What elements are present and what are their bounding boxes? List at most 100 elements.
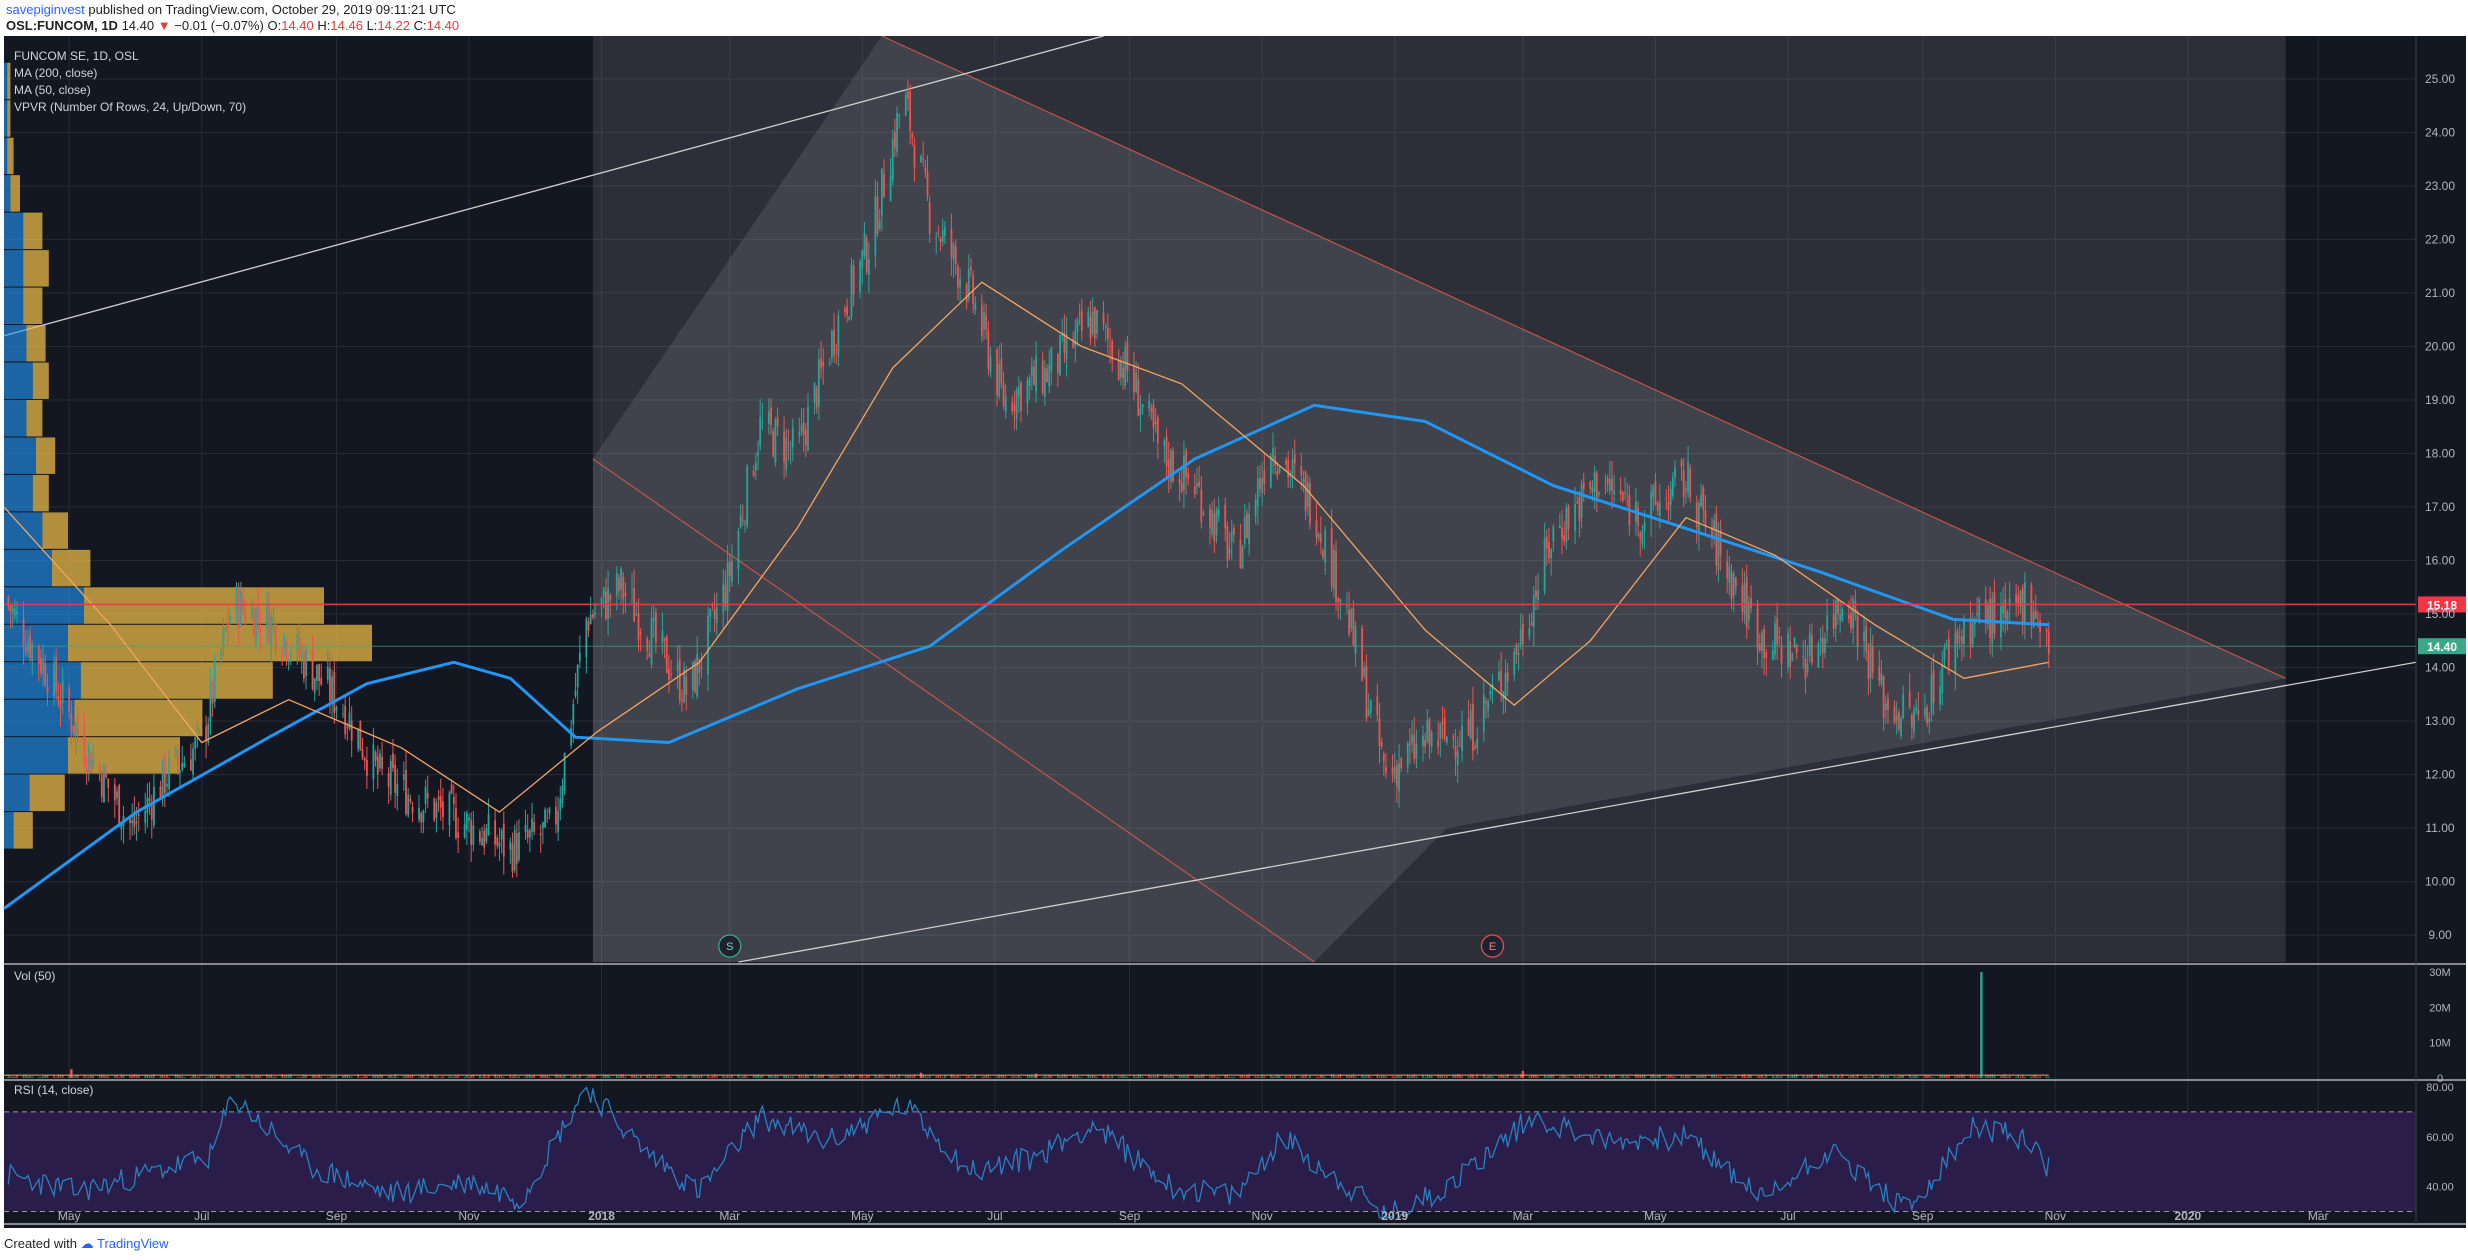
volume-bar <box>11 1076 14 1078</box>
author-link[interactable]: savepiginvest <box>6 2 85 17</box>
volume-bar <box>1548 1075 1550 1078</box>
vpvr-up-bar <box>4 549 52 587</box>
candle-body <box>1561 527 1563 539</box>
candle-body <box>922 158 925 160</box>
candle-body <box>576 664 579 688</box>
candle-body <box>472 825 475 845</box>
candle-body <box>1046 368 1048 383</box>
candle-body <box>1011 401 1014 412</box>
candle-body <box>320 677 323 685</box>
volume-bar <box>1111 1075 1114 1078</box>
volume-bar <box>411 1074 414 1078</box>
volume-bar <box>1243 1076 1246 1078</box>
tradingview-link[interactable]: TradingView <box>97 1236 169 1251</box>
volume-bar <box>1391 1076 1394 1078</box>
candle-body <box>533 822 536 832</box>
candle-body <box>407 794 410 816</box>
volume-bar <box>1289 1075 1292 1078</box>
candle-body <box>541 822 544 829</box>
candle-body <box>1278 467 1281 473</box>
volume-bar <box>1078 1076 1081 1078</box>
candle-body <box>235 586 238 619</box>
candle-body <box>1096 310 1098 334</box>
candle-body <box>300 651 303 658</box>
candle-body <box>1319 533 1322 543</box>
candle-body <box>424 787 427 804</box>
vpvr-up-bar <box>4 100 8 137</box>
volume-bar <box>1911 1076 1913 1078</box>
volume-bar <box>68 1074 70 1078</box>
volume-bar <box>665 1074 668 1078</box>
candle-body <box>1354 626 1357 654</box>
volume-bar <box>1728 1077 1731 1078</box>
candle-body <box>909 91 912 132</box>
volume-bar <box>1689 1076 1692 1078</box>
candle-body <box>622 576 625 599</box>
volume-bar <box>752 1074 755 1078</box>
candle-body <box>1519 628 1522 646</box>
volume-bar <box>422 1075 425 1078</box>
candle-body <box>1276 470 1279 476</box>
volume-bar <box>511 1076 514 1078</box>
candle-body <box>1330 527 1333 587</box>
time-axis-tick: Jul <box>194 1209 209 1223</box>
vpvr-up-bar <box>4 62 8 100</box>
candle-body <box>1287 460 1290 478</box>
volume-bar <box>16 1074 18 1078</box>
vpvr-up-bar <box>4 137 8 175</box>
candle-body <box>1302 478 1305 483</box>
volume-bar <box>1574 1075 1576 1078</box>
candle-body <box>511 843 514 872</box>
volume-bar <box>1076 1075 1079 1078</box>
volume-bar <box>516 1076 518 1078</box>
candle-body <box>515 833 518 864</box>
candle-body <box>544 809 546 828</box>
volume-bar <box>72 1076 75 1078</box>
candle-body <box>1513 651 1516 675</box>
volume-bar <box>120 1074 123 1078</box>
candle-body <box>1041 360 1044 394</box>
candle-body <box>363 758 366 761</box>
candle-body <box>1304 471 1307 512</box>
volume-bar <box>1502 1075 1505 1078</box>
volume-bar <box>681 1076 683 1078</box>
volume-bar <box>1020 1076 1022 1078</box>
candle-body <box>863 232 866 256</box>
candle-body <box>1730 573 1733 599</box>
volume-bar <box>1532 1075 1535 1078</box>
volume-bar <box>363 1075 366 1078</box>
volume-bar <box>1609 1075 1611 1078</box>
candle-body <box>181 762 184 770</box>
volume-bar <box>168 1077 170 1078</box>
volume-bar <box>1091 1075 1094 1078</box>
candle-body <box>1426 720 1429 742</box>
volume-bar <box>150 1075 153 1078</box>
candle-body <box>1530 621 1533 626</box>
volume-bar <box>1122 1074 1124 1078</box>
volume-bar <box>1726 1076 1728 1078</box>
candle-body <box>1624 492 1626 494</box>
volume-bar <box>1871 1075 1874 1078</box>
candle-body <box>1467 718 1470 736</box>
candle-body <box>2002 603 2005 614</box>
candle-body <box>1063 332 1066 354</box>
volume-bar <box>1335 1076 1337 1078</box>
candle-body <box>1976 613 1978 615</box>
volume-bar <box>1604 1075 1607 1078</box>
candle-body <box>1043 367 1046 397</box>
candle-body <box>746 466 749 526</box>
volume-bar <box>1685 1075 1687 1078</box>
volume-bar <box>1961 1074 1963 1078</box>
vpvr-up-bar <box>4 812 14 849</box>
volume-bar <box>1880 1074 1883 1078</box>
time-axis-tick: Jul <box>987 1209 1002 1223</box>
candle-body <box>163 756 166 794</box>
candle-body <box>1072 339 1075 348</box>
volume-bar <box>742 1076 744 1078</box>
candle-body <box>2019 591 2022 607</box>
volume-bar <box>744 1074 746 1078</box>
volume-bar <box>14 1076 16 1078</box>
time-axis-tick: Nov <box>1251 1209 1272 1223</box>
volume-bar <box>396 1077 399 1078</box>
